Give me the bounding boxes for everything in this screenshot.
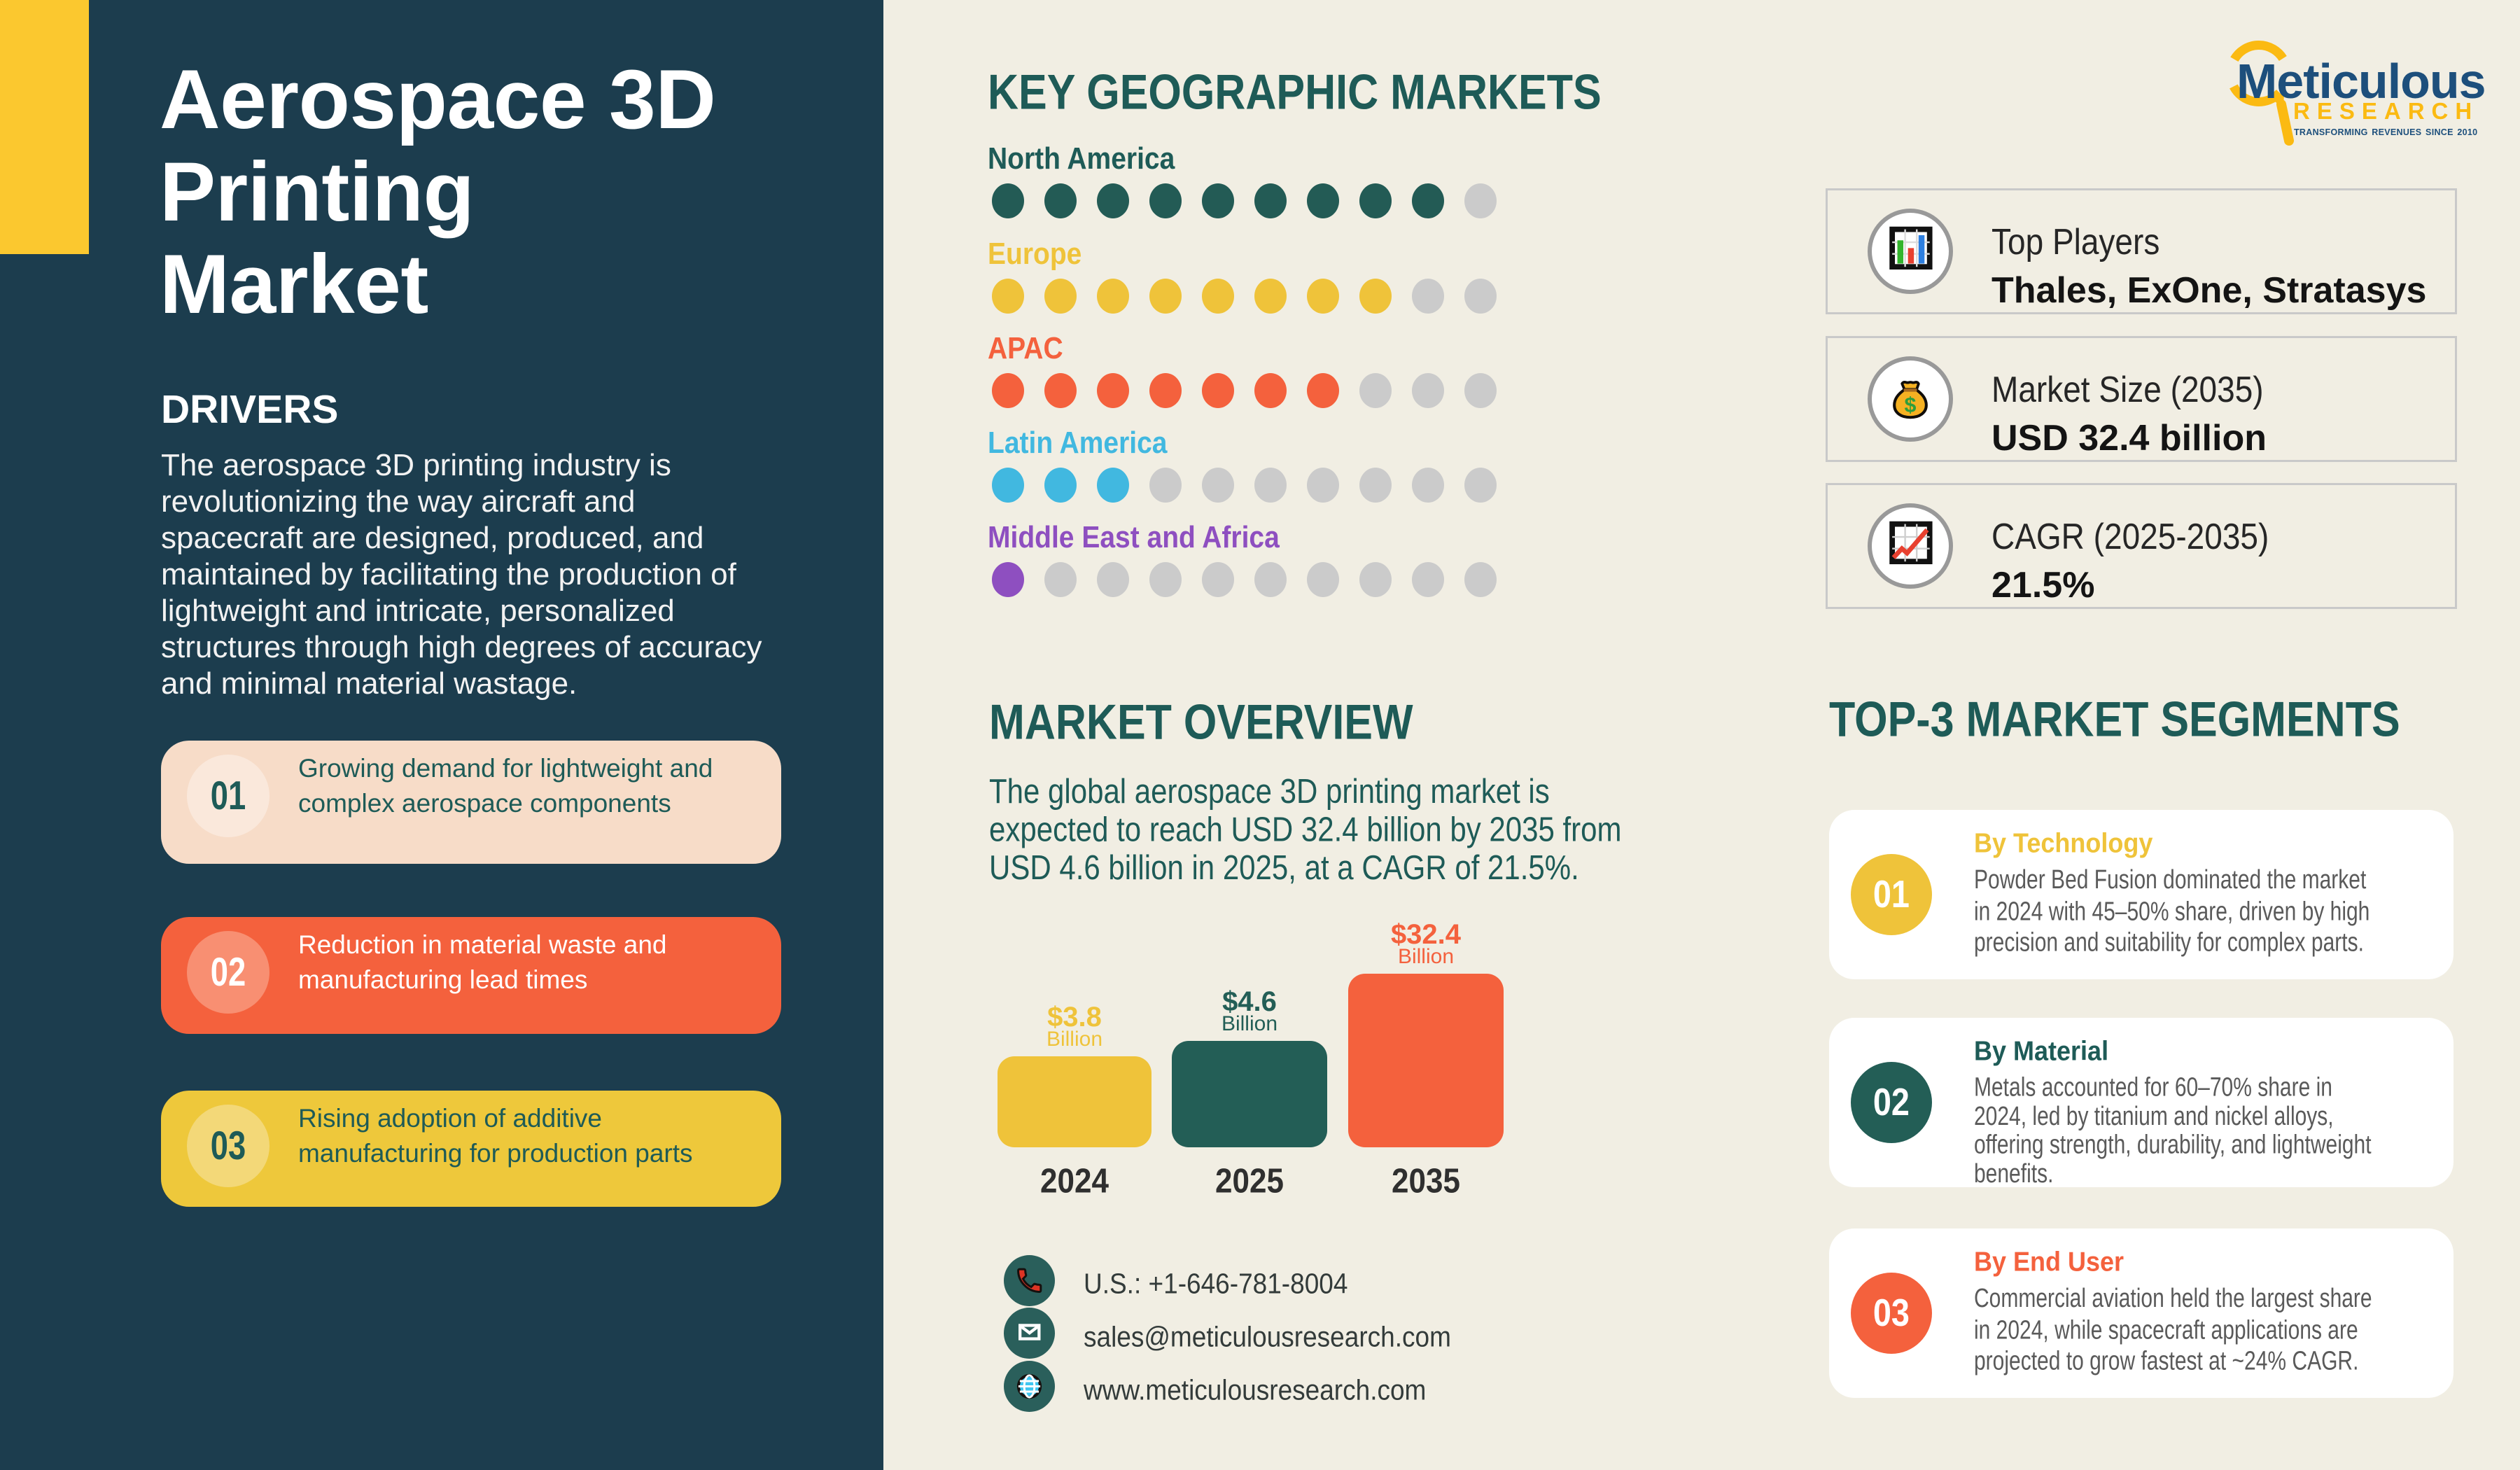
svg-text:TRANSFORMING REVENUES SINCE: TRANSFORMING REVENUES SINCE 2010 [2294, 127, 2477, 137]
svg-text:Meticulous: Meticulous [2236, 54, 2486, 108]
svg-text:$: $ [1905, 393, 1917, 417]
svg-text:RESEARCH: RESEARCH [2293, 98, 2479, 124]
